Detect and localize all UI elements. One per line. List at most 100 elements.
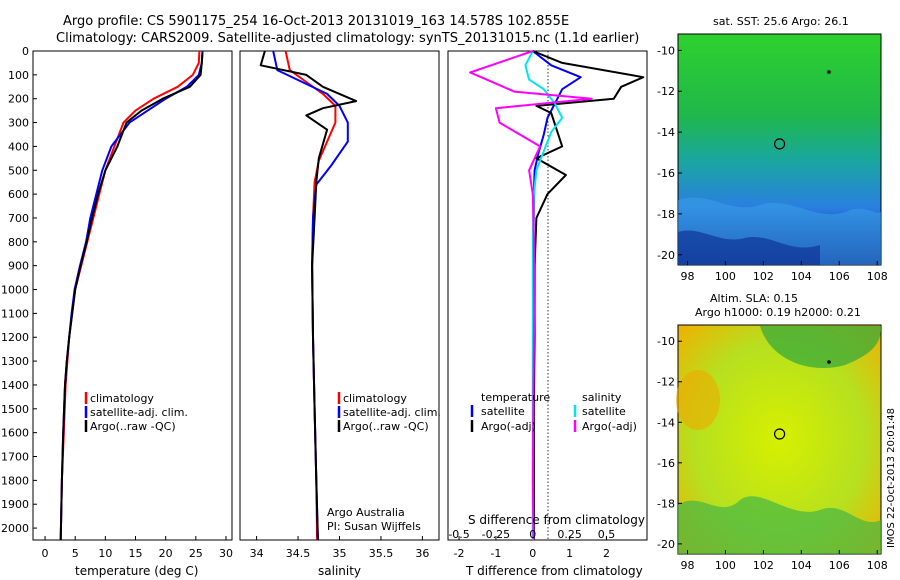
map-y-tick-label: -18 (657, 208, 675, 221)
x-tick-label: 34 (250, 547, 264, 560)
difference-xlabel-top: S difference from climatology (468, 513, 645, 527)
legend-argo: Argo(..raw -QC) (90, 420, 176, 433)
depth-tick-label: 1600 (1, 427, 29, 440)
map-x-tick-label: 98 (680, 559, 694, 572)
depth-tick-label: 400 (8, 140, 29, 153)
imos-stamp: IMOS 22-Oct-2013 20:01:48 (886, 408, 897, 548)
depth-tick-label: 1200 (1, 331, 29, 344)
sla-low-south (678, 496, 881, 554)
sla-title: Altim. SLA: 0.15 (710, 292, 798, 305)
legend-satellite: satellite-adj. clim. (343, 406, 441, 419)
depth-axis: 0 100 200 300 400 500 600 700 800 900 1000 1100 1200… (1, 45, 37, 535)
sla-subtitle: Argo h1000: 0.19 h2000: 0.21 (695, 306, 861, 319)
x-tick-label: -1 (490, 547, 501, 560)
salinity-legend: climatology satellite-adj. clim. Argo(..… (337, 392, 441, 433)
x-tick-label: 15 (129, 547, 143, 560)
temperature-lines (59, 50, 204, 541)
depth-tick-label: 1500 (1, 403, 29, 416)
depth-tick-label: 2000 (1, 522, 29, 535)
x-tick-label: 30 (219, 547, 233, 560)
x-tick-label: 0 (529, 547, 536, 560)
difference-legend: temperature satellite Argo(-adj) salinit… (470, 391, 637, 433)
map-x-tick-label: 108 (867, 270, 888, 283)
map-x-tick-label: 102 (753, 559, 774, 572)
header-line1: Argo profile: CS 5901175_254 16-Oct-2013… (63, 14, 569, 29)
difference-xlabel: T difference from climatology (465, 564, 643, 578)
map-x-tick-label: 104 (791, 270, 812, 283)
map-y-tick-label: -12 (657, 85, 675, 98)
map-y-tick-label: -10 (657, 335, 675, 348)
temperature-x-axis: 0 5 10 15 20 25 30 (42, 536, 233, 560)
depth-tick-label: 700 (8, 212, 29, 225)
map-x-tick-label: 98 (680, 270, 694, 283)
depth-tick-label: 100 (8, 69, 29, 82)
depth-tick-label: 1100 (1, 307, 29, 320)
x-tick-label: 1 (566, 547, 573, 560)
depth-tick-label: 1000 (1, 284, 29, 297)
map-y-tick-label: -10 (657, 44, 675, 57)
sla-low-north (760, 326, 881, 369)
sst-title: sat. SST: 25.6 Argo: 26.1 (713, 15, 849, 28)
sla-high-west (676, 370, 720, 430)
map-y-tick-label: -16 (657, 457, 675, 470)
annotation-argo-australia: Argo Australia (327, 506, 405, 519)
map-x-tick-label: 108 (867, 559, 888, 572)
island-marker (827, 360, 831, 364)
depth-tick-label: 1300 (1, 355, 29, 368)
annotation-pi: PI: Susan Wijffels (327, 520, 421, 533)
depth-tick-label: 300 (8, 117, 29, 130)
difference-axes (447, 50, 648, 541)
depth-tick-label: 600 (8, 188, 29, 201)
temperature-panel: 0100200300400500600700800900100011001200… (1, 45, 233, 578)
map-y-tick-label: -20 (657, 538, 675, 551)
x-tick-label: 5 (72, 547, 79, 560)
depth-tick-label: 200 (8, 93, 29, 106)
sst-cold-water (678, 230, 820, 265)
x-tick-label: 34.5 (286, 547, 311, 560)
difference-panel: -2 -1 0 1 2 S difference from climatology -0… (447, 50, 648, 578)
legend-argo: Argo(..raw -QC) (343, 420, 429, 433)
x-tick-label: 36 (415, 547, 429, 560)
map-y-tick-label: -14 (657, 416, 675, 429)
difference-top-axis: -0.5 -0.25 0 0.25 0.5 (448, 528, 615, 541)
legend-satellite: satellite-adj. clim. (90, 406, 188, 419)
map-x-tick-label: 100 (715, 270, 736, 283)
legend-s-argo: Argo(-adj) (582, 420, 637, 433)
x-top-tick-label: 0.5 (598, 528, 616, 541)
temperature-axes (32, 50, 233, 541)
header-line2: Climatology: CARS2009. Satellite-adjuste… (56, 31, 639, 46)
salinity-lines (259, 50, 358, 541)
x-tick-label: 25 (189, 547, 203, 560)
argo-position-marker (773, 428, 786, 440)
map-y-tick-label: -14 (657, 126, 675, 139)
x-top-tick-label: -0.5 (448, 528, 469, 541)
depth-tick-label: 1700 (1, 451, 29, 464)
depth-tick-label: 1800 (1, 474, 29, 487)
x-tick-label: 20 (159, 547, 173, 560)
island-marker (827, 70, 831, 74)
temperature-xlabel: temperature (deg C) (75, 564, 198, 578)
map-y-tick-label: -18 (657, 497, 675, 510)
salinity-panel: 34 34.5 35 35.5 36 salinity climatology sate… (239, 50, 441, 578)
legend-salinity-title: salinity (582, 391, 622, 404)
map-x-tick-label: 104 (791, 559, 812, 572)
depth-tick-label: 800 (8, 236, 29, 249)
sla-axes: 98 100 102 104 106 108 -10 -12 -14 -16 -18 -20 (657, 335, 888, 572)
legend-t-satellite: satellite (481, 405, 525, 418)
legend-s-satellite: satellite (582, 405, 626, 418)
legend-t-argo: Argo(-adj) (481, 420, 536, 433)
argo-position-marker (773, 138, 786, 150)
series-line (469, 50, 593, 541)
depth-tick-label: 0 (22, 45, 29, 58)
series-line (259, 50, 358, 541)
sst-map-panel: sat. SST: 25.6 Argo: 26.1 98 100 102 104 106… (657, 15, 888, 283)
difference-x-axis: -2 -1 0 1 2 (454, 536, 610, 560)
legend-temperature-title: temperature (481, 391, 550, 404)
sst-axes: 98 100 102 104 106 108 -10 -12 -14 -16 -18 -20 (657, 44, 888, 283)
x-tick-label: 35 (333, 547, 347, 560)
depth-tick-label: 500 (8, 164, 29, 177)
map-y-tick-label: -12 (657, 376, 675, 389)
x-tick-label: 2 (603, 547, 610, 560)
x-top-tick-label: 0.25 (557, 528, 582, 541)
